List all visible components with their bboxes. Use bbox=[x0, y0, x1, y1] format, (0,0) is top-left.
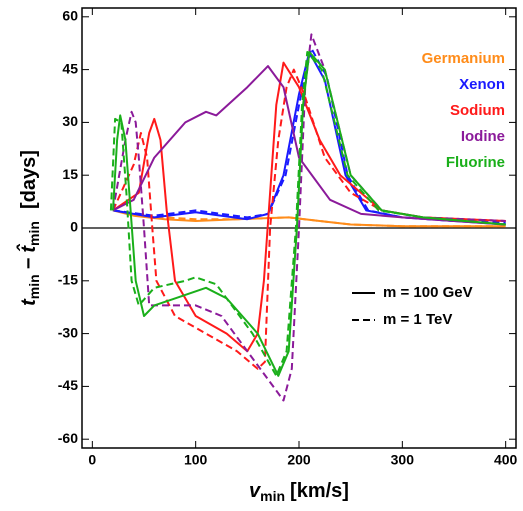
y-tick-label: 0 bbox=[70, 219, 78, 235]
y-tick-label: -45 bbox=[58, 377, 78, 393]
y-tick-label: 30 bbox=[62, 113, 78, 129]
x-axis-label: vmin [km/s] bbox=[249, 480, 349, 503]
series-line bbox=[112, 61, 506, 353]
legend-label: Iodine bbox=[461, 128, 505, 145]
x-tick-label: 200 bbox=[287, 452, 311, 468]
y-label-unit: [days] bbox=[18, 150, 40, 209]
legend-label: Fluorine bbox=[446, 154, 505, 171]
y-label-main2: t̂ bbox=[16, 244, 40, 253]
x-label-unit: [km/s] bbox=[290, 480, 349, 502]
x-tick-label: 300 bbox=[391, 452, 415, 468]
x-label-sub: min bbox=[260, 488, 285, 504]
series-line bbox=[112, 47, 506, 224]
legend-label: Sodium bbox=[450, 102, 505, 119]
series-line bbox=[112, 51, 506, 377]
y-tick-label: -30 bbox=[58, 324, 78, 340]
x-label-main: v bbox=[249, 480, 262, 502]
series-line bbox=[112, 68, 506, 370]
y-label-main1: t bbox=[18, 298, 40, 306]
series-line bbox=[112, 209, 506, 228]
y-tick-label: 45 bbox=[62, 60, 78, 76]
series-line bbox=[112, 65, 506, 226]
x-tick-label: 0 bbox=[88, 452, 96, 468]
y-axis-label: tmin−t̂min[days] bbox=[16, 150, 41, 306]
series-line bbox=[112, 33, 506, 402]
y-tick-label: -60 bbox=[58, 430, 78, 446]
legend-label: m = 100 GeV bbox=[383, 284, 473, 301]
y-tick-label: 15 bbox=[62, 166, 78, 182]
y-tick-label: 60 bbox=[62, 8, 78, 24]
y-label-sep: − bbox=[18, 258, 40, 270]
y-tick-label: -15 bbox=[58, 272, 78, 288]
legend-label: Xenon bbox=[459, 76, 505, 93]
legend-label: m = 1 TeV bbox=[383, 311, 452, 328]
series-line bbox=[109, 51, 506, 377]
x-tick-label: 100 bbox=[184, 452, 208, 468]
x-tick-label: 400 bbox=[494, 452, 518, 468]
y-label-sub1: min bbox=[26, 274, 42, 299]
y-label-sub2: min bbox=[26, 221, 42, 246]
legend-label: Germanium bbox=[422, 50, 505, 67]
